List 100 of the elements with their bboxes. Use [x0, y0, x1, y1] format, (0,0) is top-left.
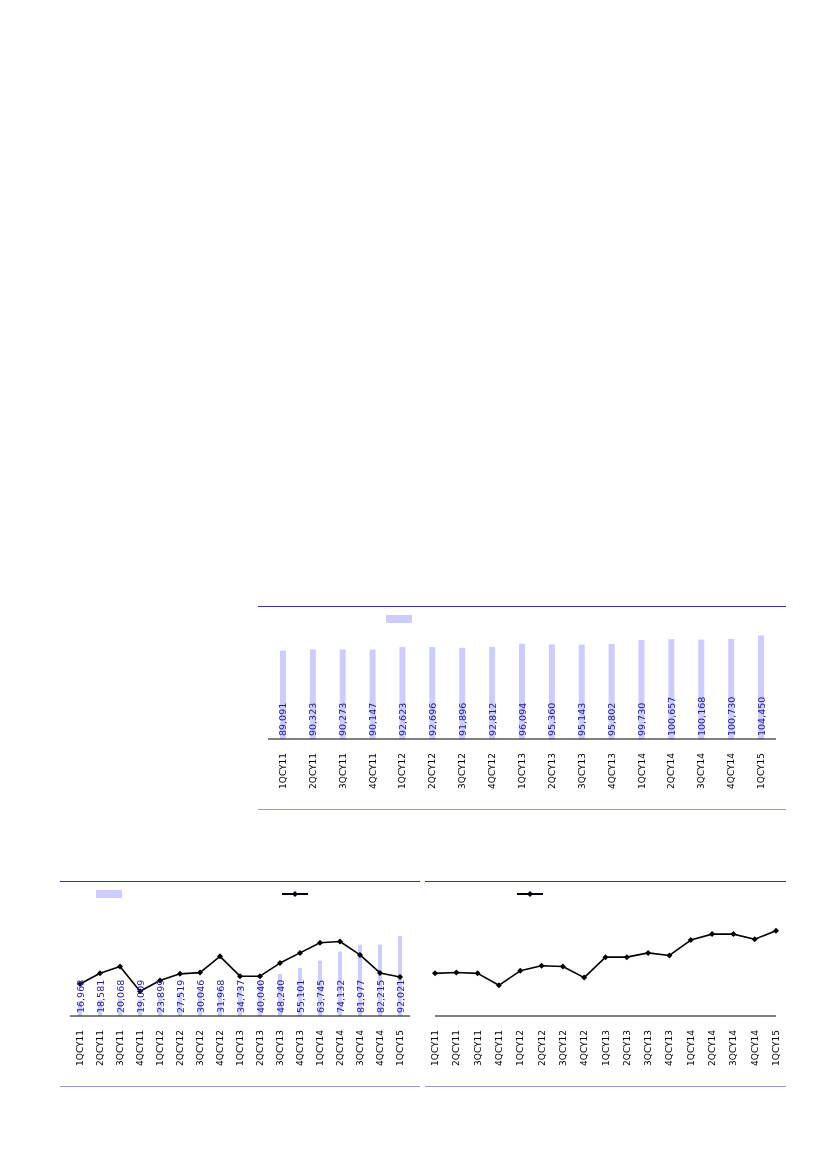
- x-tick-label: 3QCY13: [275, 1030, 285, 1066]
- x-tick-label: 3QCY12: [195, 1030, 205, 1066]
- x-tick-label: 3QCY14: [696, 752, 707, 789]
- data-label: 63,745: [314, 979, 326, 1013]
- data-label: 90,323: [307, 702, 319, 736]
- x-tick-label: 1QCY11: [430, 1030, 440, 1066]
- x-tick-label: 1QCY12: [397, 753, 408, 789]
- point: [453, 969, 460, 976]
- x-tick-label: 4QCY12: [215, 1030, 225, 1066]
- point: [337, 938, 343, 945]
- x-tick-label: 4QCY13: [606, 753, 617, 789]
- x-tick-label: 1QCY13: [600, 1030, 611, 1066]
- x-tick-label: 2QCY14: [707, 1029, 718, 1066]
- x-tick-label: 1QCY11: [75, 1030, 85, 1066]
- point: [666, 952, 673, 959]
- data-label: 92,021: [394, 979, 406, 1013]
- x-tick-label: 3QCY11: [115, 1030, 125, 1066]
- x-tick-label: 3QCY12: [457, 753, 468, 789]
- data-label: 91,896: [456, 702, 468, 736]
- x-tick-label: 2QCY14: [335, 1029, 345, 1066]
- x-tick-label: 1QCY15: [395, 1030, 405, 1066]
- x-tick-label: 1QCY15: [756, 753, 767, 789]
- data-label: 89,091: [277, 702, 289, 736]
- data-label: 95,143: [576, 702, 588, 736]
- data-label: 20,068: [114, 979, 126, 1013]
- point: [730, 931, 737, 938]
- point: [773, 927, 779, 934]
- data-label: 34,737: [234, 979, 246, 1013]
- x-tick-label: 2QCY11: [307, 753, 318, 789]
- x-tick-label: 2QCY11: [451, 1030, 462, 1066]
- x-tick-label: 1QCY14: [315, 1029, 325, 1066]
- x-tick-label: 2QCY13: [621, 1030, 632, 1066]
- x-tick-label: 4QCY13: [295, 1030, 305, 1066]
- data-label: 100,657: [665, 696, 677, 736]
- data-label: 95,802: [606, 702, 618, 736]
- data-label: 92,812: [486, 702, 498, 736]
- data-label: 16,968: [74, 979, 86, 1013]
- x-tick-label: 2QCY13: [546, 753, 557, 789]
- x-tick-label: 1QCY11: [277, 753, 288, 789]
- x-tick-label: 3QCY11: [337, 753, 348, 789]
- point: [432, 970, 438, 977]
- x-tick-label: 2QCY13: [255, 1030, 265, 1066]
- x-tick-label: 3QCY11: [472, 1030, 483, 1066]
- point: [297, 949, 303, 956]
- point: [197, 969, 203, 976]
- x-tick-label: 4QCY12: [487, 753, 498, 789]
- point: [559, 963, 566, 970]
- x-tick-label: 3QCY14: [728, 1029, 739, 1066]
- x-tick-label: 3QCY14: [355, 1029, 365, 1066]
- point: [317, 939, 323, 946]
- point: [257, 973, 263, 980]
- point: [623, 954, 630, 961]
- point: [237, 973, 243, 980]
- x-tick-label: 1QCY15: [771, 1030, 781, 1066]
- x-tick-label: 1QCY12: [515, 1030, 526, 1066]
- data-label: 104,450: [755, 696, 767, 736]
- point: [97, 970, 103, 977]
- x-tick-label: 2QCY12: [175, 1030, 185, 1066]
- data-label: 48,240: [274, 979, 286, 1013]
- x-tick-label: 1QCY14: [685, 1029, 696, 1066]
- x-tick-label: 3QCY12: [557, 1030, 568, 1066]
- x-tick-label: 2QCY12: [536, 1030, 547, 1066]
- data-label: 95,360: [546, 702, 558, 736]
- data-label: 92,696: [426, 702, 438, 736]
- point: [377, 969, 383, 976]
- x-tick-label: 3QCY13: [576, 753, 587, 789]
- point: [117, 963, 123, 970]
- point: [709, 931, 716, 938]
- data-label: 74,132: [334, 979, 346, 1013]
- data-label: 30,046: [194, 979, 206, 1013]
- x-tick-label: 4QCY11: [367, 753, 378, 789]
- point: [645, 949, 652, 956]
- x-tick-label: 4QCY14: [726, 752, 737, 789]
- point: [517, 967, 524, 974]
- point: [495, 982, 502, 989]
- data-label: 82,215: [374, 979, 386, 1013]
- point: [217, 953, 223, 960]
- data-label: 92,623: [396, 702, 408, 736]
- data-label: 27,519: [174, 979, 186, 1013]
- data-label: 40,040: [254, 979, 266, 1013]
- data-label: 31,968: [214, 979, 226, 1013]
- point: [581, 974, 588, 981]
- data-label: 90,147: [367, 702, 379, 736]
- x-tick-label: 4QCY14: [749, 1029, 760, 1066]
- x-tick-label: 4QCY14: [375, 1029, 385, 1066]
- data-label: 19,009: [134, 979, 146, 1013]
- data-label: 81,977: [354, 979, 366, 1013]
- x-tick-label: 1QCY14: [636, 752, 647, 789]
- data-label: 100,168: [695, 696, 707, 736]
- x-tick-label: 4QCY13: [664, 1030, 675, 1066]
- x-tick-label: 2QCY12: [427, 753, 438, 789]
- data-label: 90,273: [337, 702, 349, 736]
- point: [751, 936, 758, 943]
- x-tick-label: 1QCY12: [155, 1030, 165, 1066]
- x-tick-label: 2QCY11: [95, 1030, 105, 1066]
- x-tick-label: 3QCY13: [643, 1030, 654, 1066]
- data-label: 55,101: [294, 979, 306, 1013]
- point: [357, 951, 363, 958]
- data-label: 18,581: [94, 979, 106, 1013]
- point: [602, 954, 609, 961]
